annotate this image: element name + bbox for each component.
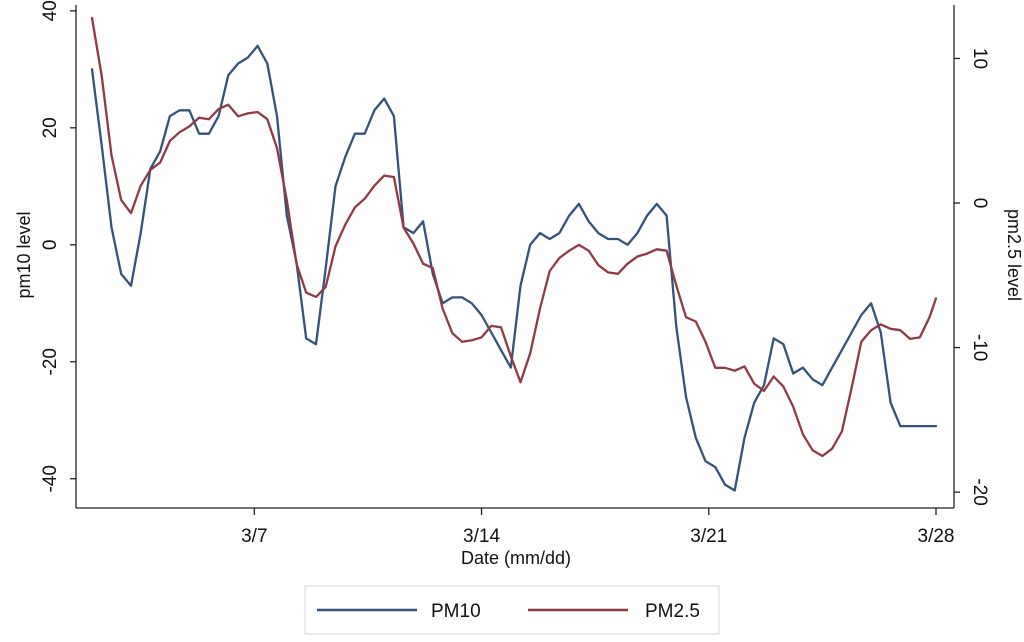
x-tick-label: 3/28 (918, 526, 955, 547)
right-y-tick-label: 10 (969, 48, 990, 69)
x-axis: 3/7 3/14 3/21 3/28 (241, 508, 954, 547)
right-y-axis: 10 0 -10 -20 (954, 48, 990, 506)
legend: PM10 PM2.5 (304, 585, 720, 635)
left-y-axis-title: pm10 level (14, 211, 34, 298)
left-y-tick-label: -40 (40, 465, 61, 492)
x-axis-title: Date (mm/dd) (461, 548, 571, 568)
plot-frame (75, 5, 955, 509)
left-y-tick-label: 20 (40, 117, 61, 138)
left-y-axis: 40 20 0 -20 -40 (40, 0, 76, 492)
left-y-tick-label: -20 (40, 348, 61, 375)
legend-label-pm10: PM10 (431, 601, 481, 622)
left-y-tick-label: 0 (40, 240, 61, 251)
series-line-pm10 (90, 44, 938, 492)
right-y-tick-label: 0 (969, 198, 990, 209)
x-tick-label: 3/7 (241, 526, 267, 547)
x-tick-label: 3/14 (463, 526, 500, 547)
right-y-tick-label: -10 (969, 334, 990, 361)
x-tick-label: 3/21 (690, 526, 727, 547)
left-y-tick-label: 40 (40, 0, 61, 21)
series-layer (90, 16, 938, 492)
series-line-pm25 (90, 16, 938, 458)
legend-label-pm25: PM2.5 (645, 601, 700, 622)
right-y-tick-label: -20 (969, 478, 990, 505)
right-y-axis-title: pm2.5 level (1004, 209, 1024, 301)
